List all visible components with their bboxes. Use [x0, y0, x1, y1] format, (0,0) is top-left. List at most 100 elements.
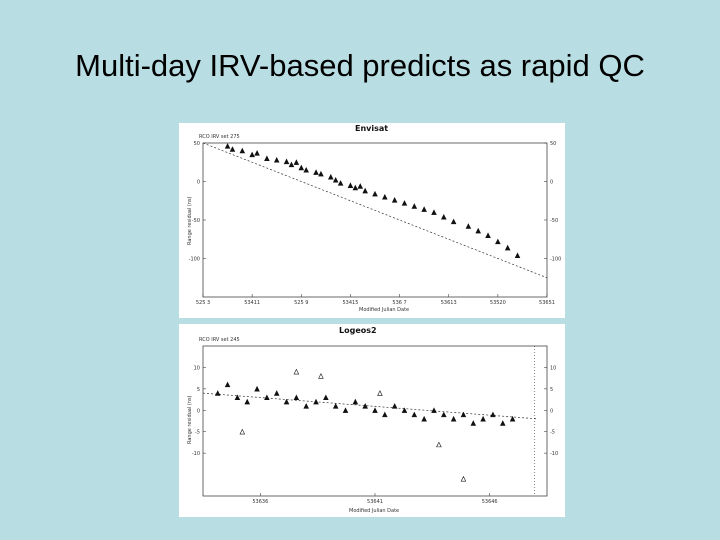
- data-point: [318, 373, 324, 379]
- data-point: [288, 161, 295, 168]
- data-point: [441, 411, 447, 418]
- data-point: [352, 398, 359, 405]
- data-point: [254, 385, 260, 392]
- data-point: [421, 415, 427, 422]
- x-tick-label: 53636: [252, 499, 268, 505]
- y-tick-label: -10: [192, 451, 200, 457]
- data-point: [431, 407, 437, 413]
- y-tick-label: 50: [194, 141, 200, 147]
- data-point: [313, 169, 319, 175]
- data-point: [249, 151, 255, 158]
- x-axis-label: Modified Julian Date: [349, 508, 399, 514]
- chart-title: Envisat: [355, 124, 388, 133]
- envisat-chart-panel: Envisat RCO IRV set 275 Modified Julian …: [179, 123, 565, 318]
- x-tick-label: 53411: [244, 300, 260, 306]
- y-tick-label: 0: [197, 408, 200, 414]
- data-point: [273, 390, 280, 396]
- data-point: [372, 190, 378, 197]
- y-axis-label: Range residual (ns): [187, 196, 193, 245]
- x-tick-label: 525 9: [294, 300, 308, 306]
- data-point: [391, 197, 398, 203]
- x-tick-label: 53415: [342, 300, 358, 306]
- trend-line: [202, 392, 538, 420]
- chart-subtitle: RCO IRV set 275: [199, 134, 240, 140]
- data-point: [342, 407, 349, 413]
- y-tick-label-right: 0: [550, 408, 553, 414]
- y-tick-label-right: -50: [550, 218, 558, 224]
- slide-title: Multi-day IRV-based predicts as rapid QC: [75, 48, 645, 83]
- data-point: [254, 150, 260, 156]
- data-point: [362, 403, 368, 409]
- data-point: [382, 411, 388, 418]
- y-tick-label-right: 0: [550, 180, 553, 186]
- x-tick-label: 53651: [539, 300, 555, 306]
- data-point: [244, 398, 251, 405]
- data-point: [293, 394, 300, 401]
- y-tick-label-right: -5: [550, 430, 555, 436]
- data-point: [436, 441, 442, 448]
- data-point: [224, 143, 231, 149]
- data-point: [470, 420, 477, 426]
- data-point: [441, 213, 447, 220]
- data-point: [298, 164, 305, 171]
- data-point: [293, 159, 300, 165]
- data-point: [234, 394, 241, 401]
- data-point: [264, 155, 270, 162]
- data-point: [490, 411, 496, 418]
- data-point: [229, 146, 236, 152]
- data-point: [264, 394, 270, 401]
- data-point: [313, 398, 319, 405]
- data-point: [411, 203, 418, 209]
- data-point: [401, 200, 408, 206]
- y-tick-label-right: 10: [550, 365, 556, 371]
- logeos2-chart-panel: Logeos2 RCO IRV set 245 Modified Julian …: [179, 324, 565, 517]
- envisat-chart: Envisat RCO IRV set 275 Modified Julian …: [187, 124, 561, 313]
- trend-line: [202, 142, 548, 279]
- data-point: [495, 238, 501, 245]
- y-tick-label-right: -10: [550, 451, 558, 457]
- data-point: [239, 147, 246, 154]
- data-point: [303, 166, 309, 173]
- data-point: [224, 381, 231, 388]
- y-tick-label: -5: [195, 430, 200, 436]
- data-point: [303, 403, 309, 409]
- data-point: [283, 398, 290, 405]
- data-point: [327, 173, 334, 180]
- chart-title: Logeos2: [339, 326, 377, 335]
- data-point: [318, 170, 324, 177]
- x-tick-label: 525 3: [196, 300, 210, 306]
- y-tick-label: -100: [189, 257, 200, 263]
- plot-frame: [202, 142, 548, 298]
- data-point: [499, 420, 506, 426]
- data-point: [514, 252, 521, 259]
- data-point: [352, 184, 359, 191]
- data-point: [401, 407, 408, 413]
- data-point: [293, 368, 300, 375]
- data-point: [239, 428, 246, 435]
- data-point: [431, 209, 437, 215]
- data-point: [347, 182, 354, 188]
- data-point: [362, 187, 368, 194]
- data-point: [460, 475, 467, 482]
- data-point: [332, 403, 339, 409]
- data-point: [323, 394, 329, 401]
- data-point: [421, 206, 427, 212]
- data-point: [465, 223, 472, 229]
- data-point: [480, 415, 486, 422]
- x-axis-label: Modified Julian Date: [359, 307, 409, 313]
- data-point: [337, 180, 344, 186]
- data-point: [372, 407, 378, 413]
- data-point: [504, 244, 511, 251]
- x-tick-label: 536 7: [392, 300, 406, 306]
- y-tick-label-right: 5: [550, 387, 553, 393]
- y-tick-label: -50: [192, 218, 200, 224]
- data-point: [450, 218, 457, 225]
- data-point: [273, 156, 280, 163]
- data-point: [485, 232, 491, 238]
- data-point: [283, 158, 290, 165]
- chart-subtitle: RCO IRV set 245: [199, 337, 240, 343]
- x-tick-label: 53613: [441, 300, 457, 306]
- plot-frame: [202, 345, 548, 497]
- data-point: [377, 390, 383, 396]
- data-point: [382, 193, 388, 200]
